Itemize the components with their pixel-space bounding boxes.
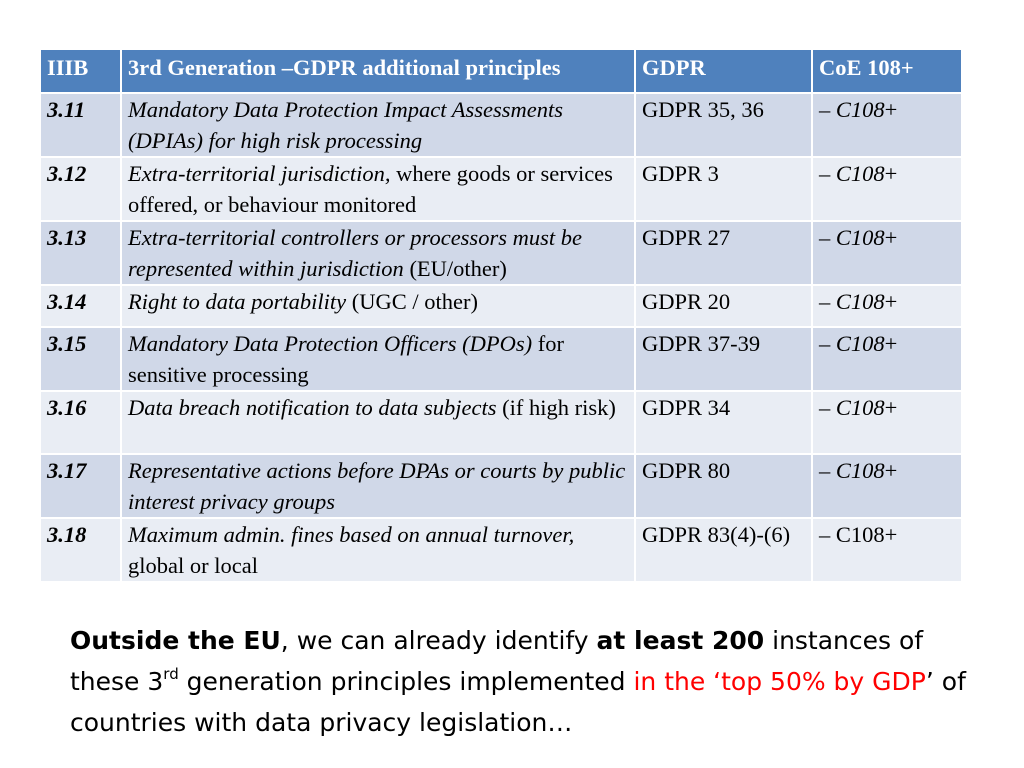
principle-cell: Mandatory Data Protection Officers (DPOs… — [120, 326, 636, 392]
coe-plus: + — [884, 458, 898, 483]
table-row: 3.18 Maximum admin. fines based on annua… — [39, 517, 963, 583]
coe-plus: + — [884, 161, 898, 186]
coe-plus: + — [884, 97, 898, 122]
coe-dash: – — [819, 395, 836, 420]
principle-cell: Representative actions before DPAs or co… — [120, 453, 636, 519]
coe-cell: – C108+ — [811, 156, 963, 222]
coe-plus: + — [884, 395, 898, 420]
principle-italic: Representative actions before DPAs or co… — [128, 458, 626, 514]
note-text-2: instances of these 3 — [70, 626, 924, 696]
coe-plus: + — [884, 331, 898, 356]
principle-plain: for sensitive processing — [128, 331, 564, 387]
header-section: IIIB — [39, 48, 122, 94]
coe-ref: C108 — [835, 458, 885, 483]
row-number: 3.16 — [39, 390, 122, 455]
table-row: 3.12 Extra-territorial jurisdiction, whe… — [39, 156, 963, 222]
note-red-highlight: in the ‘top 50% by GDP — [633, 667, 926, 696]
table-row: 3.17 Representative actions before DPAs … — [39, 453, 963, 519]
coe-dash: – — [819, 289, 836, 314]
principle-cell: Mandatory Data Protection Impact Assessm… — [120, 92, 636, 158]
principle-italic: Extra-territorial controllers or process… — [128, 225, 582, 281]
coe-dash: – — [819, 97, 836, 122]
row-number: 3.17 — [39, 453, 122, 519]
principle-plain: (EU/other) — [403, 256, 507, 281]
principle-plain: (if high risk) — [496, 395, 616, 420]
coe-ref: C108 — [835, 97, 885, 122]
row-number: 3.15 — [39, 326, 122, 392]
gdpr-ref: GDPR 34 — [634, 390, 813, 455]
gdpr-ref: GDPR 80 — [634, 453, 813, 519]
gdpr-ref: GDPR 35, 36 — [634, 92, 813, 158]
note-text-1: , we can already identify — [280, 626, 597, 655]
gdpr-ref: GDPR 37-39 — [634, 326, 813, 392]
row-number: 3.12 — [39, 156, 122, 222]
coe-cell: – C108+ — [811, 390, 963, 455]
summary-note: Outside the EU, we can already identify … — [70, 620, 970, 743]
coe-cell: – C108+ — [811, 284, 963, 328]
coe-dash: – — [819, 331, 836, 356]
coe-dash: – — [819, 225, 836, 250]
principle-italic: Maximum admin. fines based on annual tur… — [128, 522, 575, 547]
coe-plus: + — [884, 225, 898, 250]
principle-italic: Mandatory Data Protection Impact Assessm… — [128, 97, 563, 153]
header-gdpr: GDPR — [634, 48, 813, 94]
coe-cell: – C108+ — [811, 220, 963, 286]
note-text-4: ’ of countries with data privacy legisla… — [70, 667, 966, 737]
note-superscript: rd — [163, 665, 179, 683]
coe-dash: – — [819, 458, 836, 483]
principle-cell: Data breach notification to data subject… — [120, 390, 636, 455]
header-principles: 3rd Generation –GDPR additional principl… — [120, 48, 636, 94]
coe-ref: C108 — [835, 225, 885, 250]
principle-italic: Data breach notification to data subject… — [128, 395, 497, 420]
coe-ref: C108 — [835, 395, 885, 420]
principle-plain: (UGC / other) — [346, 289, 478, 314]
header-coe: CoE 108+ — [811, 48, 963, 94]
row-number: 3.18 — [39, 517, 122, 583]
row-number: 3.14 — [39, 284, 122, 328]
coe-cell: – C108+ — [811, 453, 963, 519]
principle-italic: Extra-territorial jurisdiction, — [128, 161, 391, 186]
principle-italic: Mandatory Data Protection Officers (DPOs… — [128, 331, 533, 356]
table-row: 3.14 Right to data portability (UGC / ot… — [39, 284, 963, 328]
note-bold-count: at least 200 — [596, 626, 765, 655]
principle-cell: Extra-territorial controllers or process… — [120, 220, 636, 286]
principle-cell: Right to data portability (UGC / other) — [120, 284, 636, 328]
table-row: 3.16 Data breach notification to data su… — [39, 390, 963, 455]
principle-italic: Right to data portability — [128, 289, 347, 314]
coe-dash: – — [819, 161, 836, 186]
coe-ref: C108 — [835, 289, 885, 314]
principle-cell: Maximum admin. fines based on annual tur… — [120, 517, 636, 583]
coe-cell: – C108+ — [811, 517, 963, 583]
coe-plus: + — [884, 289, 898, 314]
coe-ref: C108 — [835, 161, 885, 186]
table-row: 3.11 Mandatory Data Protection Impact As… — [39, 92, 963, 158]
gdpr-ref: GDPR 20 — [634, 284, 813, 328]
gdpr-ref: GDPR 83(4)-(6) — [634, 517, 813, 583]
note-bold-outside-eu: Outside the EU — [70, 626, 281, 655]
coe-cell: – C108+ — [811, 92, 963, 158]
principle-plain: global or local — [128, 553, 258, 578]
row-number: 3.13 — [39, 220, 122, 286]
row-number: 3.11 — [39, 92, 122, 158]
principle-plain: where goods or services offered, or beha… — [128, 161, 613, 217]
gdpr-ref: GDPR 27 — [634, 220, 813, 286]
principle-cell: Extra-territorial jurisdiction, where go… — [120, 156, 636, 222]
table-row: 3.15 Mandatory Data Protection Officers … — [39, 326, 963, 392]
coe-ref: C108 — [835, 331, 885, 356]
coe-dash: – C108+ — [819, 522, 898, 547]
coe-cell: – C108+ — [811, 326, 963, 392]
principles-table: IIIB 3rd Generation –GDPR additional pri… — [39, 48, 963, 583]
gdpr-ref: GDPR 3 — [634, 156, 813, 222]
table-row: 3.13 Extra-territorial controllers or pr… — [39, 220, 963, 286]
note-text-3: generation principles implemented — [178, 667, 634, 696]
table-header-row: IIIB 3rd Generation –GDPR additional pri… — [39, 48, 963, 94]
